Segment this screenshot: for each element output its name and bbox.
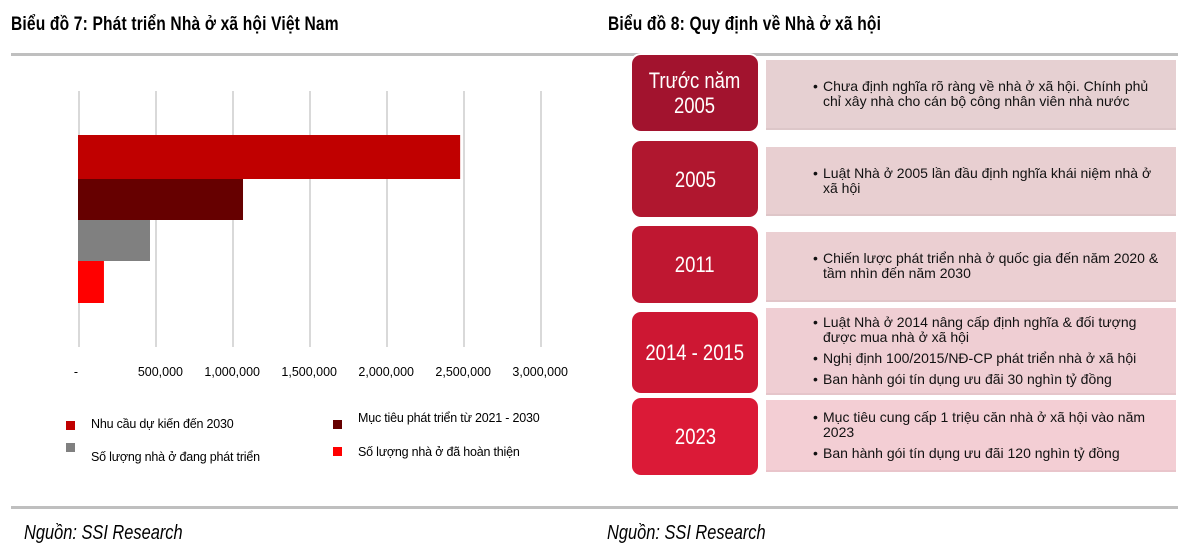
- chart-8-bottom-rule: [600, 506, 1178, 509]
- timeline-year-badge: 2011: [632, 226, 758, 303]
- x-axis-tick-labels: - 500,000 1,000,000 1,500,000 2,000,000 2,500…: [74, 365, 568, 379]
- timeline-bullet: Luật Nhà ở 2014 nâng cấp định nghĩa & đố…: [813, 314, 1162, 345]
- x-tick-label: 3,000,000: [512, 365, 568, 379]
- timeline-year-label: 2023: [674, 424, 716, 449]
- legend-item: Số lượng nhà ở đang phát triển: [66, 443, 260, 464]
- legend-label: Nhu cầu dự kiến đến 2030: [91, 417, 234, 431]
- x-tick-label: 2,000,000: [358, 365, 414, 379]
- x-tick-label: 2,500,000: [435, 365, 491, 379]
- timeline-year-badge: 2023: [632, 398, 758, 475]
- chart-7-title: Biểu đồ 7: Phát triển Nhà ở xã hội Việt …: [11, 14, 339, 35]
- chart-7-bottom-rule: [11, 506, 600, 509]
- bar: [78, 179, 244, 220]
- legend-item: Nhu cầu dự kiến đến 2030: [66, 418, 234, 431]
- timeline-year-badge: 2005: [632, 141, 758, 217]
- legend-label: Số lượng nhà ở đã hoàn thiện: [358, 445, 520, 459]
- x-tick-label: 1,000,000: [204, 365, 260, 379]
- timeline-year-label: 2005: [674, 166, 716, 192]
- chart-legend: Nhu cầu dự kiến đến 2030 Mục tiêu phát t…: [66, 412, 566, 472]
- timeline-description: Mục tiêu cung cấp 1 triệu căn nhà ở xã h…: [766, 400, 1176, 472]
- legend-swatch: [333, 447, 342, 456]
- legend-item: Mục tiêu phát triển từ 2021 - 2030: [333, 412, 563, 429]
- timeline-bullet: Chiến lược phát triển nhà ở quốc gia đến…: [813, 251, 1162, 281]
- timeline-description: Luật Nhà ở 2005 lần đầu định nghĩa khái …: [766, 147, 1176, 216]
- legend-item: Số lượng nhà ở đã hoàn thiện: [333, 446, 520, 459]
- timeline-year-label: Trước năm 2005: [649, 68, 741, 118]
- bar: [78, 261, 104, 303]
- legend-swatch: [66, 443, 75, 452]
- bar-chart: - 500,000 1,000,000 1,500,000 2,000,000 2,500…: [74, 91, 568, 379]
- timeline-bullet: Luật Nhà ở 2005 lần đầu định nghĩa khái …: [813, 165, 1162, 196]
- x-tick-label: -: [74, 365, 78, 379]
- chart-8-title: Biểu đồ 8: Quy định về Nhà ở xã hội: [608, 14, 882, 35]
- timeline-bullet: Ban hành gói tín dụng ưu đãi 30 nghìn tỷ…: [813, 371, 1162, 387]
- timeline-bullet: Chưa định nghĩa rõ ràng về nhà ở xã hội.…: [813, 79, 1162, 109]
- timeline-description: Luật Nhà ở 2014 nâng cấp định nghĩa & đố…: [766, 308, 1176, 395]
- legend-label: Số lượng nhà ở đang phát triển: [91, 450, 260, 464]
- chart-8-source: Nguồn: SSI Research: [607, 522, 766, 544]
- x-tick-label: 500,000: [138, 365, 183, 379]
- bar: [78, 220, 150, 261]
- timeline-year-label: 2014 - 2015: [645, 340, 745, 365]
- x-tick-label: 1,500,000: [281, 365, 337, 379]
- timeline-year-badge: 2014 - 2015: [632, 312, 758, 393]
- legend-swatch: [333, 420, 342, 429]
- chart-8-top-rule: [600, 53, 1178, 56]
- timeline-description: Chưa định nghĩa rõ ràng về nhà ở xã hội.…: [766, 60, 1176, 130]
- legend-swatch: [66, 421, 75, 430]
- timeline-description: Chiến lược phát triển nhà ở quốc gia đến…: [766, 232, 1176, 302]
- timeline-bullet: Mục tiêu cung cấp 1 triệu căn nhà ở xã h…: [813, 409, 1162, 440]
- timeline-year-badge: Trước năm 2005: [632, 55, 758, 131]
- timeline-year-label: 2011: [675, 252, 715, 277]
- bar: [78, 135, 461, 179]
- timeline-bullet: Nghị định 100/2015/NĐ-CP phát triển nhà …: [813, 350, 1162, 366]
- chart-7-top-rule: [11, 53, 600, 56]
- legend-label: Mục tiêu phát triển từ 2021 - 2030: [358, 411, 540, 425]
- chart-7-source: Nguồn: SSI Research: [24, 522, 183, 544]
- bars: [78, 135, 461, 303]
- timeline-bullet: Ban hành gói tín dụng ưu đãi 120 nghìn t…: [813, 445, 1162, 461]
